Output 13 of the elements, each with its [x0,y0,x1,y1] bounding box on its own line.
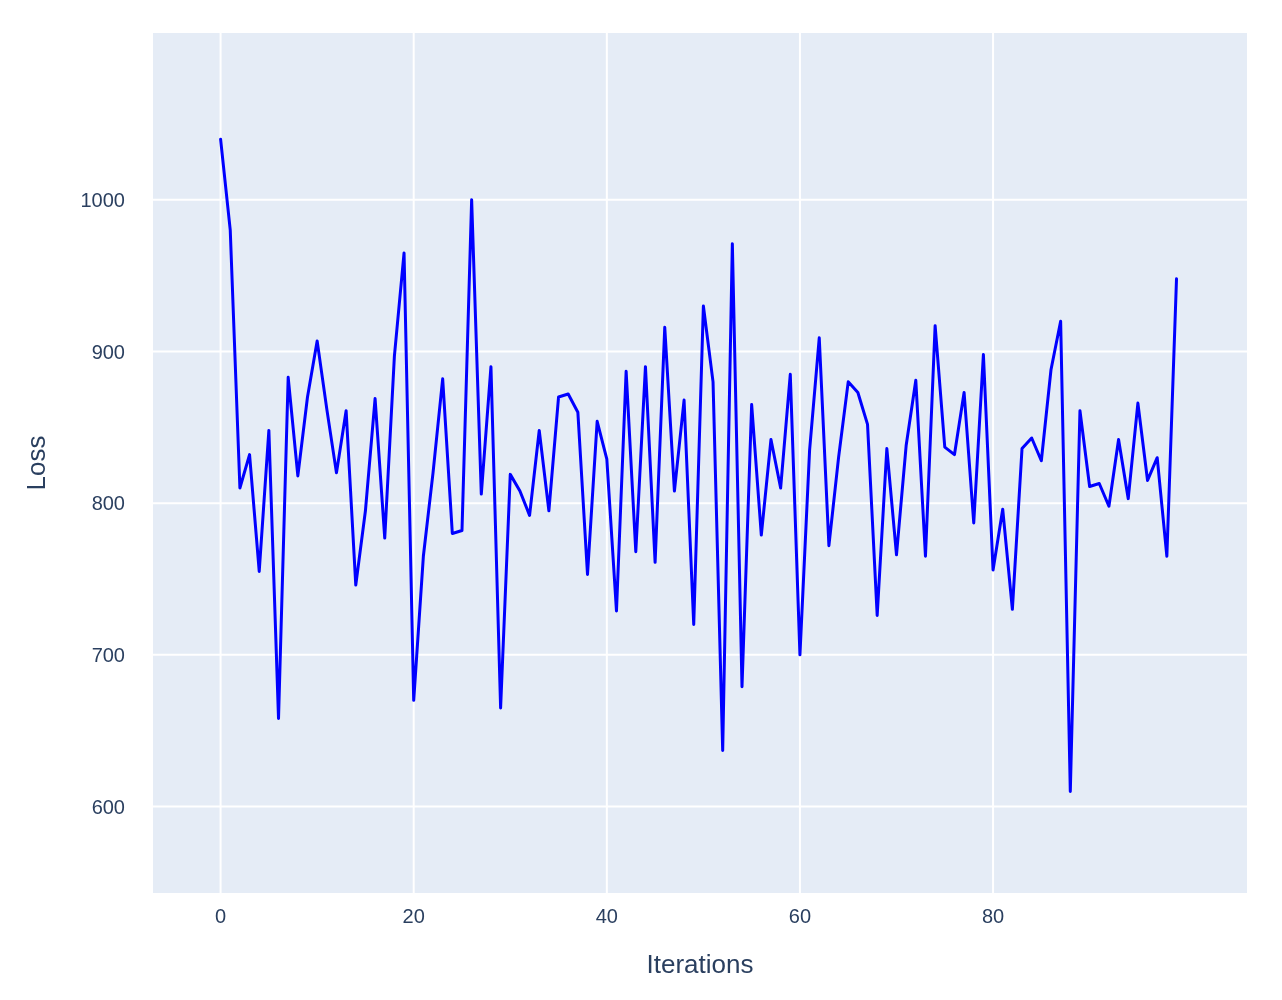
x-axis-title: Iterations [646,949,754,979]
y-tick-label: 900 [91,340,125,363]
y-tick-label: 800 [91,492,125,515]
y-tick-label: 600 [91,795,125,818]
x-tick-label: 0 [215,905,227,927]
x-tick-label: 80 [981,905,1005,927]
x-tick-label: 20 [402,905,425,927]
y-axis-title: Loss [21,435,51,491]
y-tick-label: 700 [91,643,125,666]
line-series [219,137,1179,793]
x-tick-label: 40 [595,905,618,927]
y-tick-label: 1000 [80,188,125,211]
x-tick-label: 60 [788,905,812,927]
